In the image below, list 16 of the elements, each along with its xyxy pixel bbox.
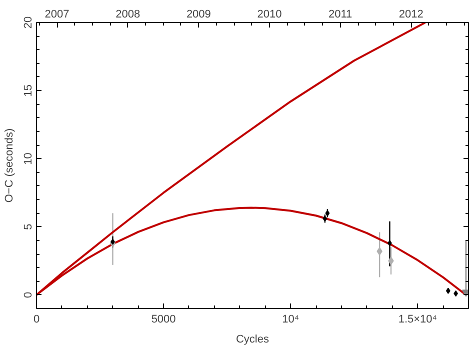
x-tick-label: 5000 xyxy=(151,314,176,326)
y-tick-label: 20 xyxy=(22,16,34,29)
x-axis-title: Cycles xyxy=(236,334,270,346)
x2-tick-label: 2010 xyxy=(257,8,282,20)
y-tick-label: 10 xyxy=(22,152,34,165)
y-tick-label: 0 xyxy=(22,292,34,298)
y-axis-title: O−C (seconds) xyxy=(4,128,16,203)
x2-tick-label: 2008 xyxy=(116,8,140,20)
x2-tick-label: 2007 xyxy=(44,8,70,20)
x-tick-label: 10⁴ xyxy=(282,314,300,326)
x2-tick-label: 2012 xyxy=(398,8,424,20)
y-tick-label: 5 xyxy=(22,224,34,230)
x-tick-label: 1.5×10⁴ xyxy=(398,314,438,326)
x2-tick-label: 2011 xyxy=(328,8,352,20)
x2-tick-label: 2009 xyxy=(186,8,211,20)
y-tick-label: 15 xyxy=(22,84,34,97)
